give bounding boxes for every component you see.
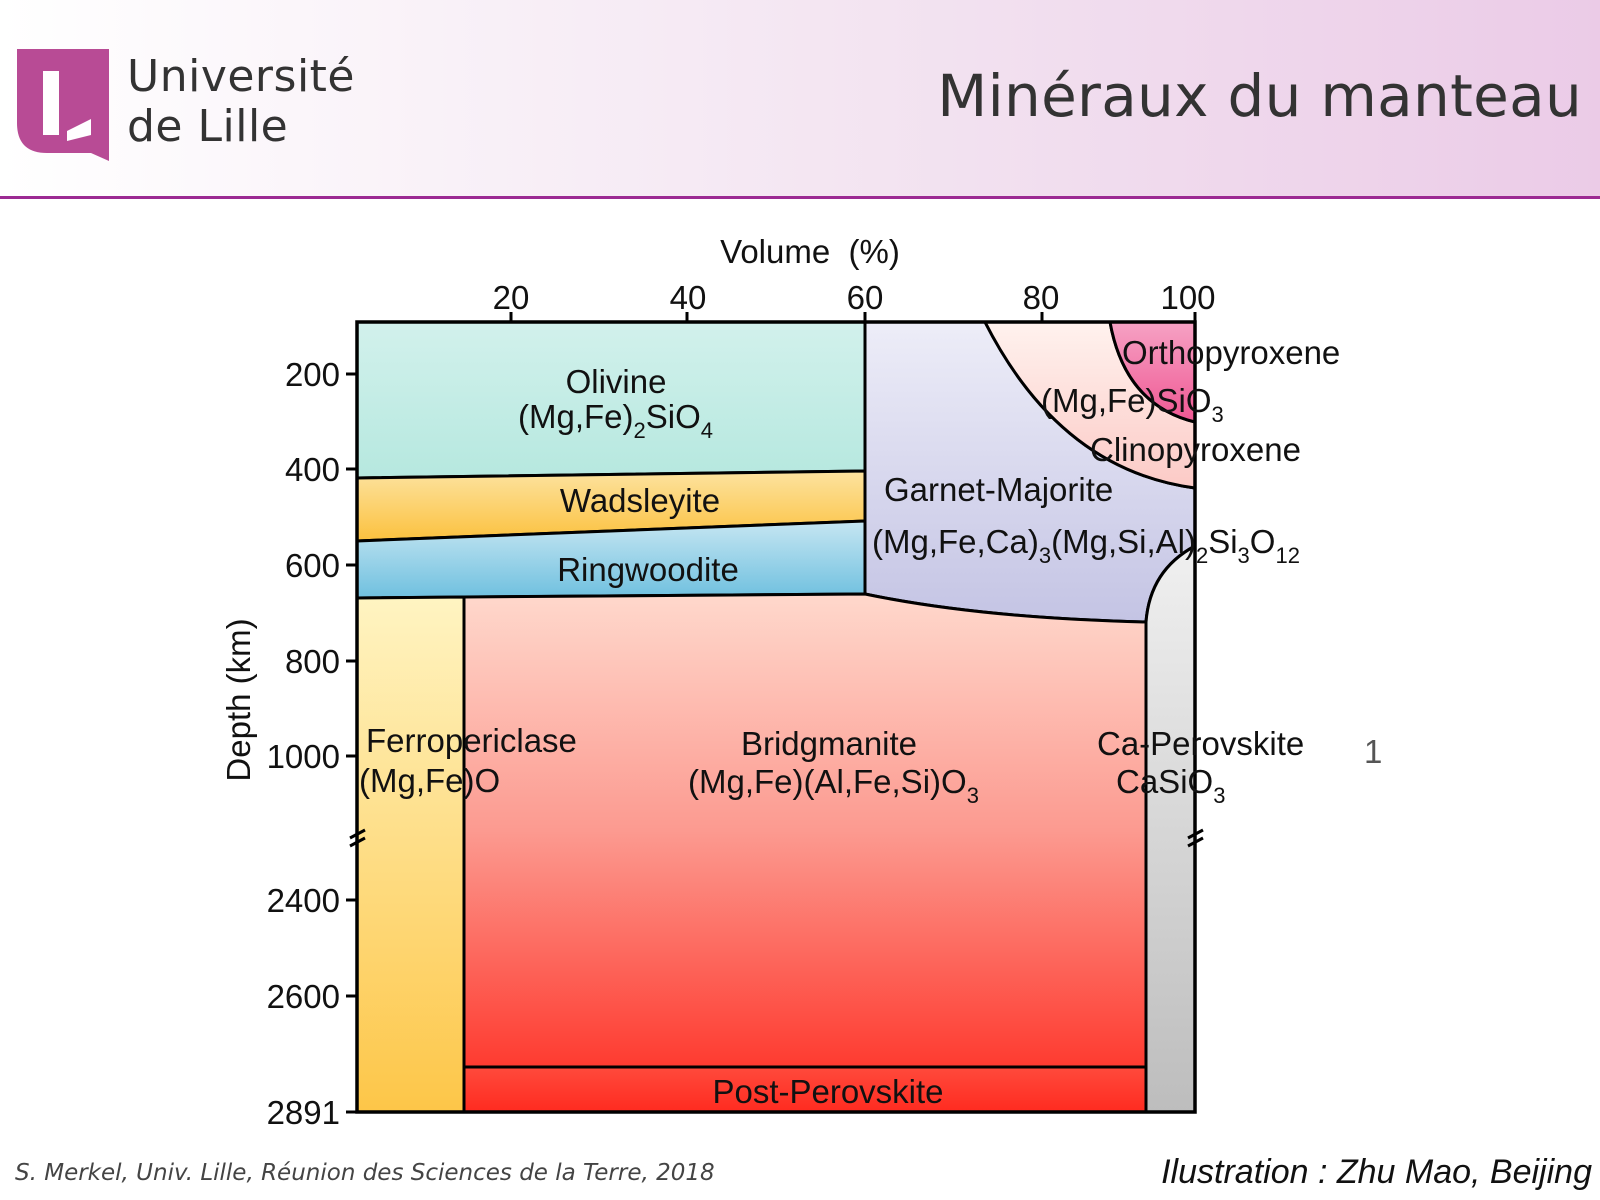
label-post-perovskite: Post-Perovskite — [712, 1073, 943, 1110]
formula-garnet-majorite: (Mg,Fe,Ca)3(Mg,Si,Al)2Si3O12 — [872, 523, 1300, 568]
y-tick-600: 600 — [285, 547, 340, 584]
logo-line-2: de Lille — [127, 101, 289, 152]
y-tick-1000: 1000 — [267, 738, 340, 775]
formula-bridgmanite: (Mg,Fe)(Al,Fe,Si)O3 — [688, 763, 979, 808]
label-ferropericlase: Ferropericlase — [366, 722, 577, 759]
axis-break-left-icon — [349, 828, 366, 848]
x-tick-20: 20 — [493, 279, 530, 316]
stray-digit: 1 — [1364, 733, 1382, 770]
y-tick-2400: 2400 — [267, 882, 340, 919]
x-tick-60: 60 — [847, 279, 884, 316]
y-axis-ticks — [346, 372, 357, 1114]
region-ca-perovskite — [1144, 543, 1197, 1114]
slide-header: Université de Lille Minéraux du manteau — [0, 0, 1600, 199]
y-tick-2891: 2891 — [267, 1094, 340, 1131]
formula-ferropericlase: (Mg,Fe)O — [359, 762, 500, 799]
label-bridgmanite: Bridgmanite — [741, 725, 917, 762]
illustration-credit: Ilustration : Zhu Mao, Beijing — [1161, 1153, 1592, 1191]
label-clinopyroxene: Clinopyroxene — [1090, 431, 1301, 468]
y-axis-title: Depth (km) — [220, 618, 257, 781]
region-ferropericlase — [355, 595, 466, 1114]
label-orthopyroxene: Orthopyroxene — [1122, 334, 1340, 371]
label-ca-perovskite: Ca-Perovskite — [1097, 725, 1304, 762]
label-garnet-majorite: Garnet-Majorite — [884, 471, 1113, 508]
formula-olivine: (Mg,Fe)2SiO4 — [518, 398, 713, 443]
y-tick-200: 200 — [285, 356, 340, 393]
universite-de-lille-logo-icon — [17, 49, 109, 161]
x-axis-ticks — [509, 312, 1197, 322]
y-tick-800: 800 — [285, 643, 340, 680]
label-ringwoodite: Ringwoodite — [557, 551, 739, 588]
x-tick-100: 100 — [1160, 279, 1215, 316]
logo-line-1: Université — [127, 51, 355, 102]
y-tick-2600: 2600 — [267, 978, 340, 1015]
formula-ca-perovskite: CaSiO3 — [1116, 763, 1225, 808]
y-tick-400: 400 — [285, 451, 340, 488]
x-tick-40: 40 — [670, 279, 707, 316]
university-name: Université de Lille — [127, 52, 355, 152]
slide-title: Minéraux du manteau — [937, 62, 1582, 130]
mantle-mineralogy-diagram: Volume (%) 20 40 60 80 100 200 400 600 8… — [220, 233, 1382, 1131]
x-axis-title: Volume (%) — [720, 233, 900, 270]
label-olivine: Olivine — [566, 363, 667, 400]
x-tick-80: 80 — [1023, 279, 1060, 316]
footer-credit: S. Merkel, Univ. Lille, Réunion des Scie… — [15, 1160, 715, 1186]
plot-frame — [355, 320, 1197, 1114]
region-bridgmanite — [462, 592, 1148, 1069]
label-wadsleyite: Wadsleyite — [560, 482, 720, 519]
formula-pyroxene: (Mg,Fe)SiO3 — [1041, 382, 1224, 427]
axis-break-right-icon — [1187, 828, 1204, 848]
